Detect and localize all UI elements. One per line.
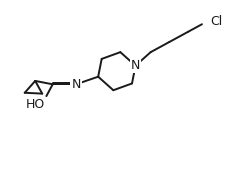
Text: N: N [131,59,140,72]
Text: HO: HO [25,98,45,111]
Text: Cl: Cl [210,15,222,28]
Text: N: N [71,78,81,91]
